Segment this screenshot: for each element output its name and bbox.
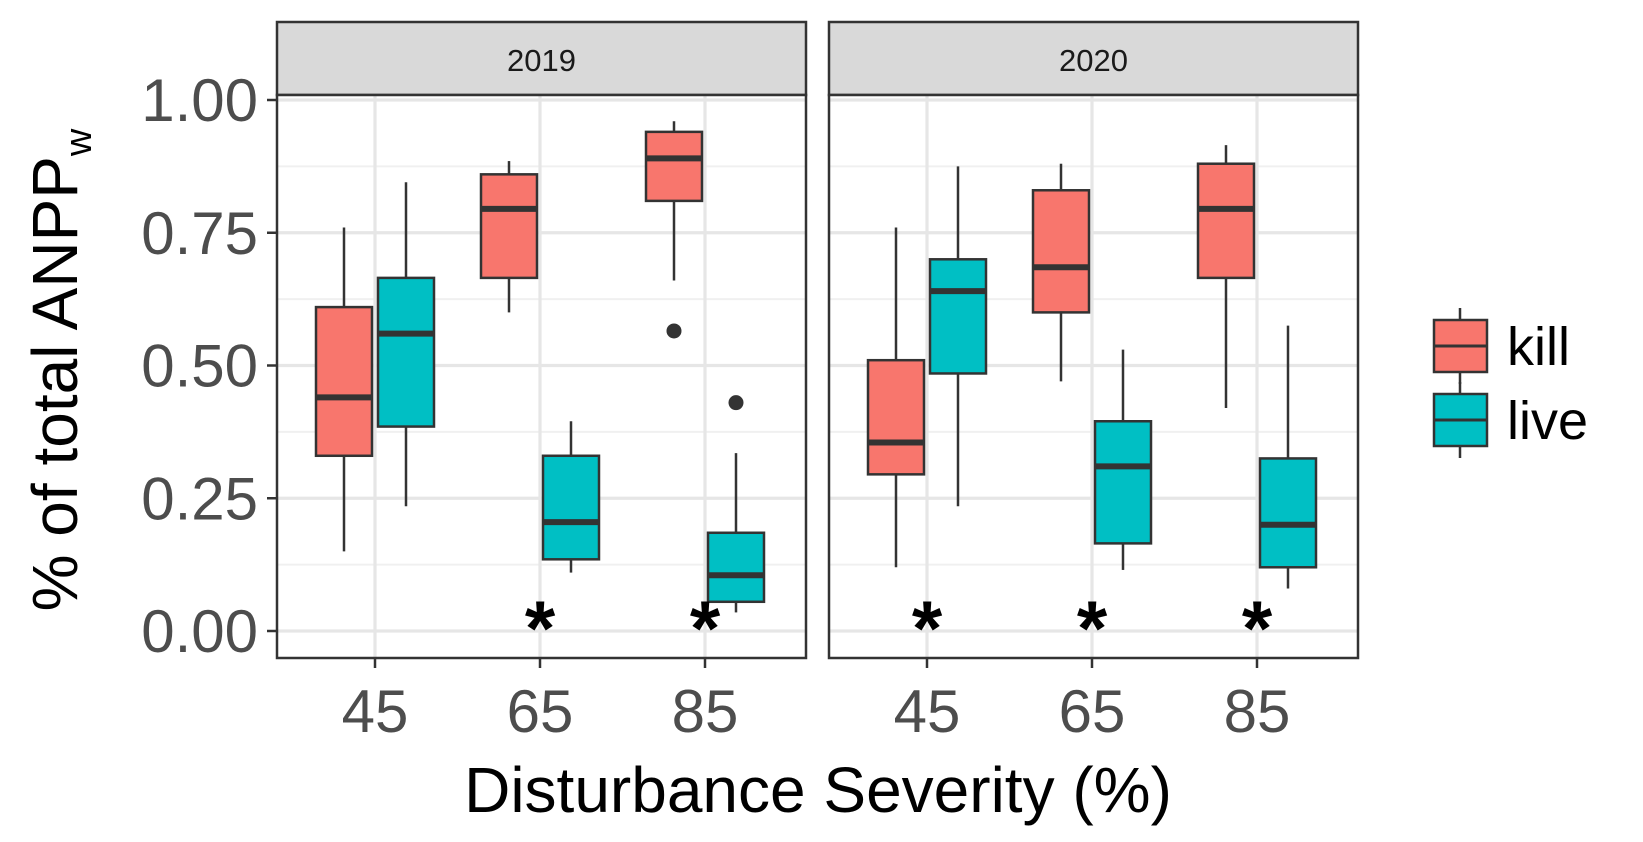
panel-2019: 2019* *45 65 85 bbox=[275, 20, 808, 745]
box-kill-85 bbox=[644, 121, 704, 339]
facet-strip bbox=[275, 20, 808, 97]
x-tick-label: 85 bbox=[1224, 678, 1291, 745]
x-tick-label: 65 bbox=[507, 678, 574, 745]
y-tick-label: 0.75 bbox=[141, 200, 258, 267]
y-tick-label: 0.00 bbox=[141, 598, 258, 665]
box-live-85 bbox=[1258, 325, 1318, 589]
y-axis-title-main: % of total ANPP bbox=[19, 156, 91, 611]
box-iqr bbox=[479, 173, 539, 280]
x-tick-label: 45 bbox=[894, 678, 961, 745]
x-axis-title: Disturbance Severity (%) bbox=[464, 754, 1172, 826]
box-live-45 bbox=[928, 166, 988, 507]
facet-strip-label: 2020 bbox=[1059, 43, 1128, 78]
panel-2020: 2020* * *45 65 85 bbox=[827, 20, 1360, 745]
legend-item-kill: kill bbox=[1432, 308, 1570, 384]
x-tick-label: 65 bbox=[1059, 678, 1126, 745]
facet-strip bbox=[827, 20, 1360, 97]
box-iqr bbox=[1031, 189, 1091, 314]
box-live-65 bbox=[541, 421, 601, 573]
legend: kill live bbox=[1432, 308, 1588, 458]
y-tick-label: 0.25 bbox=[141, 465, 258, 532]
outlier-point bbox=[666, 323, 682, 339]
legend-item-live: live bbox=[1432, 382, 1588, 458]
y-axis-title-subscript: w bbox=[58, 128, 100, 157]
legend-label: kill bbox=[1507, 317, 1570, 377]
box-live-85 bbox=[706, 395, 766, 613]
box-iqr bbox=[706, 531, 766, 604]
box-iqr bbox=[314, 305, 374, 458]
box-iqr bbox=[866, 358, 926, 476]
box-kill-65 bbox=[1031, 163, 1091, 382]
box-kill-65 bbox=[479, 161, 539, 313]
y-tick-label: 1.00 bbox=[141, 67, 258, 134]
y-axis-title: % of total ANPPw bbox=[19, 128, 100, 611]
box-iqr bbox=[1196, 162, 1256, 280]
box-iqr bbox=[1258, 457, 1318, 569]
box-iqr bbox=[1093, 420, 1153, 545]
box-iqr bbox=[644, 130, 704, 203]
legend-label: live bbox=[1507, 391, 1588, 451]
box-kill-45 bbox=[314, 227, 374, 552]
box-iqr bbox=[541, 454, 601, 561]
box-iqr bbox=[928, 258, 988, 375]
outlier-point bbox=[728, 395, 744, 411]
panel-border bbox=[827, 93, 1360, 660]
box-live-65 bbox=[1093, 349, 1153, 570]
box-live-45 bbox=[376, 182, 436, 507]
x-tick-label: 85 bbox=[672, 678, 739, 745]
box-kill-85 bbox=[1196, 145, 1256, 408]
y-axis: 0.00 0.25 0.50 0.75 1.00 bbox=[141, 67, 277, 665]
x-tick-label: 45 bbox=[342, 678, 409, 745]
box-kill-45 bbox=[866, 227, 926, 568]
box-iqr bbox=[376, 276, 436, 428]
y-tick-label: 0.50 bbox=[141, 333, 258, 400]
facet-strip-label: 2019 bbox=[507, 43, 576, 78]
panel-border bbox=[275, 93, 808, 660]
